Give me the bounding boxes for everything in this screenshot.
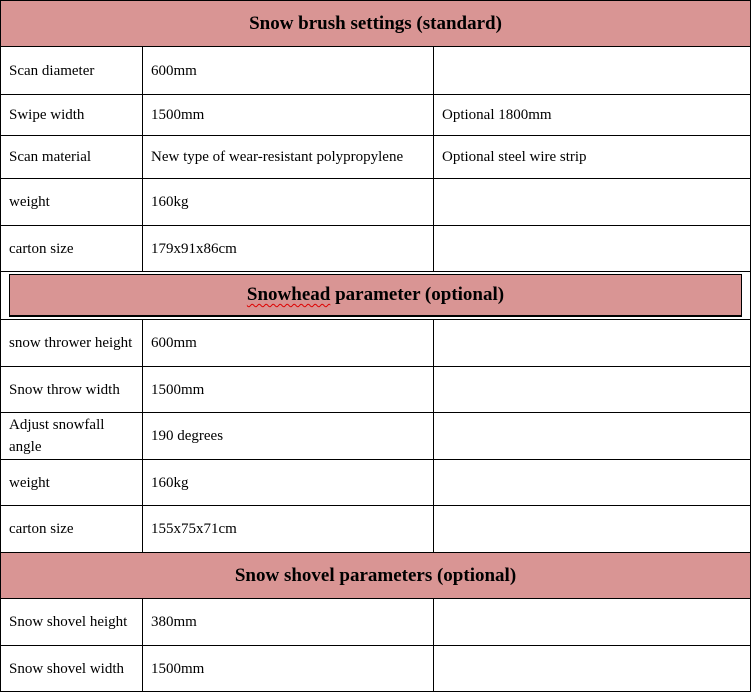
param-name: carton size: [0, 506, 142, 552]
section-body-snow-brush: Scan diameter 600mm Swipe width 1500mm Optio…: [0, 46, 751, 271]
param-name: carton size: [0, 226, 142, 271]
param-note: [433, 320, 751, 366]
param-value: 160kg: [142, 179, 433, 225]
param-note: [433, 367, 751, 412]
param-name: Scan diameter: [0, 47, 142, 94]
section-title: Snowhead parameter (optional): [247, 284, 504, 306]
param-value: New type of wear-resistant polypropylene: [142, 136, 433, 178]
table-row: Snow shovel height 380mm: [0, 598, 751, 645]
table-row: Scan diameter 600mm: [0, 46, 751, 94]
section-header-snowhead: Snowhead parameter (optional): [0, 271, 751, 319]
param-value: 190 degrees: [142, 413, 433, 459]
section-header-snow-brush: Snow brush settings (standard): [0, 0, 751, 46]
param-value: 1500mm: [142, 646, 433, 691]
param-note: [433, 460, 751, 505]
param-note: Optional 1800mm: [433, 95, 751, 135]
param-note: [433, 506, 751, 552]
param-name: weight: [0, 460, 142, 505]
param-value: 600mm: [142, 320, 433, 366]
table-row: Snow throw width 1500mm: [0, 366, 751, 412]
param-value: 380mm: [142, 599, 433, 645]
param-note: [433, 179, 751, 225]
param-note: [433, 226, 751, 271]
table-row: Snow shovel width 1500mm: [0, 645, 751, 692]
param-name: Swipe width: [0, 95, 142, 135]
param-note: [433, 599, 751, 645]
param-value: 155x75x71cm: [142, 506, 433, 552]
section-title: Snow brush settings (standard): [249, 12, 502, 34]
table-row: weight 160kg: [0, 459, 751, 505]
section-title: Snow shovel parameters (optional): [234, 564, 517, 586]
param-value: 600mm: [142, 47, 433, 94]
param-name: Snow shovel width: [0, 646, 142, 691]
param-value: 179x91x86cm: [142, 226, 433, 271]
table-row: Scan material New type of wear-resistant …: [0, 135, 751, 178]
section-body-snow-shovel: Snow shovel height 380mm Snow shovel width…: [0, 598, 751, 692]
param-note: [433, 413, 751, 459]
param-note: [433, 47, 751, 94]
param-name: weight: [0, 179, 142, 225]
param-name: Snow throw width: [0, 367, 142, 412]
param-value: 1500mm: [142, 367, 433, 412]
table-row: carton size 179x91x86cm: [0, 225, 751, 271]
param-note: [433, 646, 751, 691]
param-value: 1500mm: [142, 95, 433, 135]
table-row: Swipe width 1500mm Optional 1800mm: [0, 94, 751, 135]
title-rest: parameter (optional): [330, 284, 505, 305]
table-row: snow thrower height 600mm: [0, 319, 751, 366]
table-row: Adjust snowfall angle 190 degrees: [0, 412, 751, 459]
title-word-misspelled: Snowhead: [246, 284, 331, 305]
param-value: 160kg: [142, 460, 433, 505]
param-name: snow thrower height: [0, 320, 142, 366]
param-note: Optional steel wire strip: [433, 136, 751, 178]
param-name: Snow shovel height: [0, 599, 142, 645]
param-name: Adjust snowfall angle: [0, 413, 142, 459]
section-header-snow-shovel: Snow shovel parameters (optional): [0, 552, 751, 598]
param-name: Scan material: [0, 136, 142, 178]
section-body-snowhead: snow thrower height 600mm Snow throw width…: [0, 319, 751, 552]
table-row: weight 160kg: [0, 178, 751, 225]
table-row: carton size 155x75x71cm: [0, 505, 751, 552]
